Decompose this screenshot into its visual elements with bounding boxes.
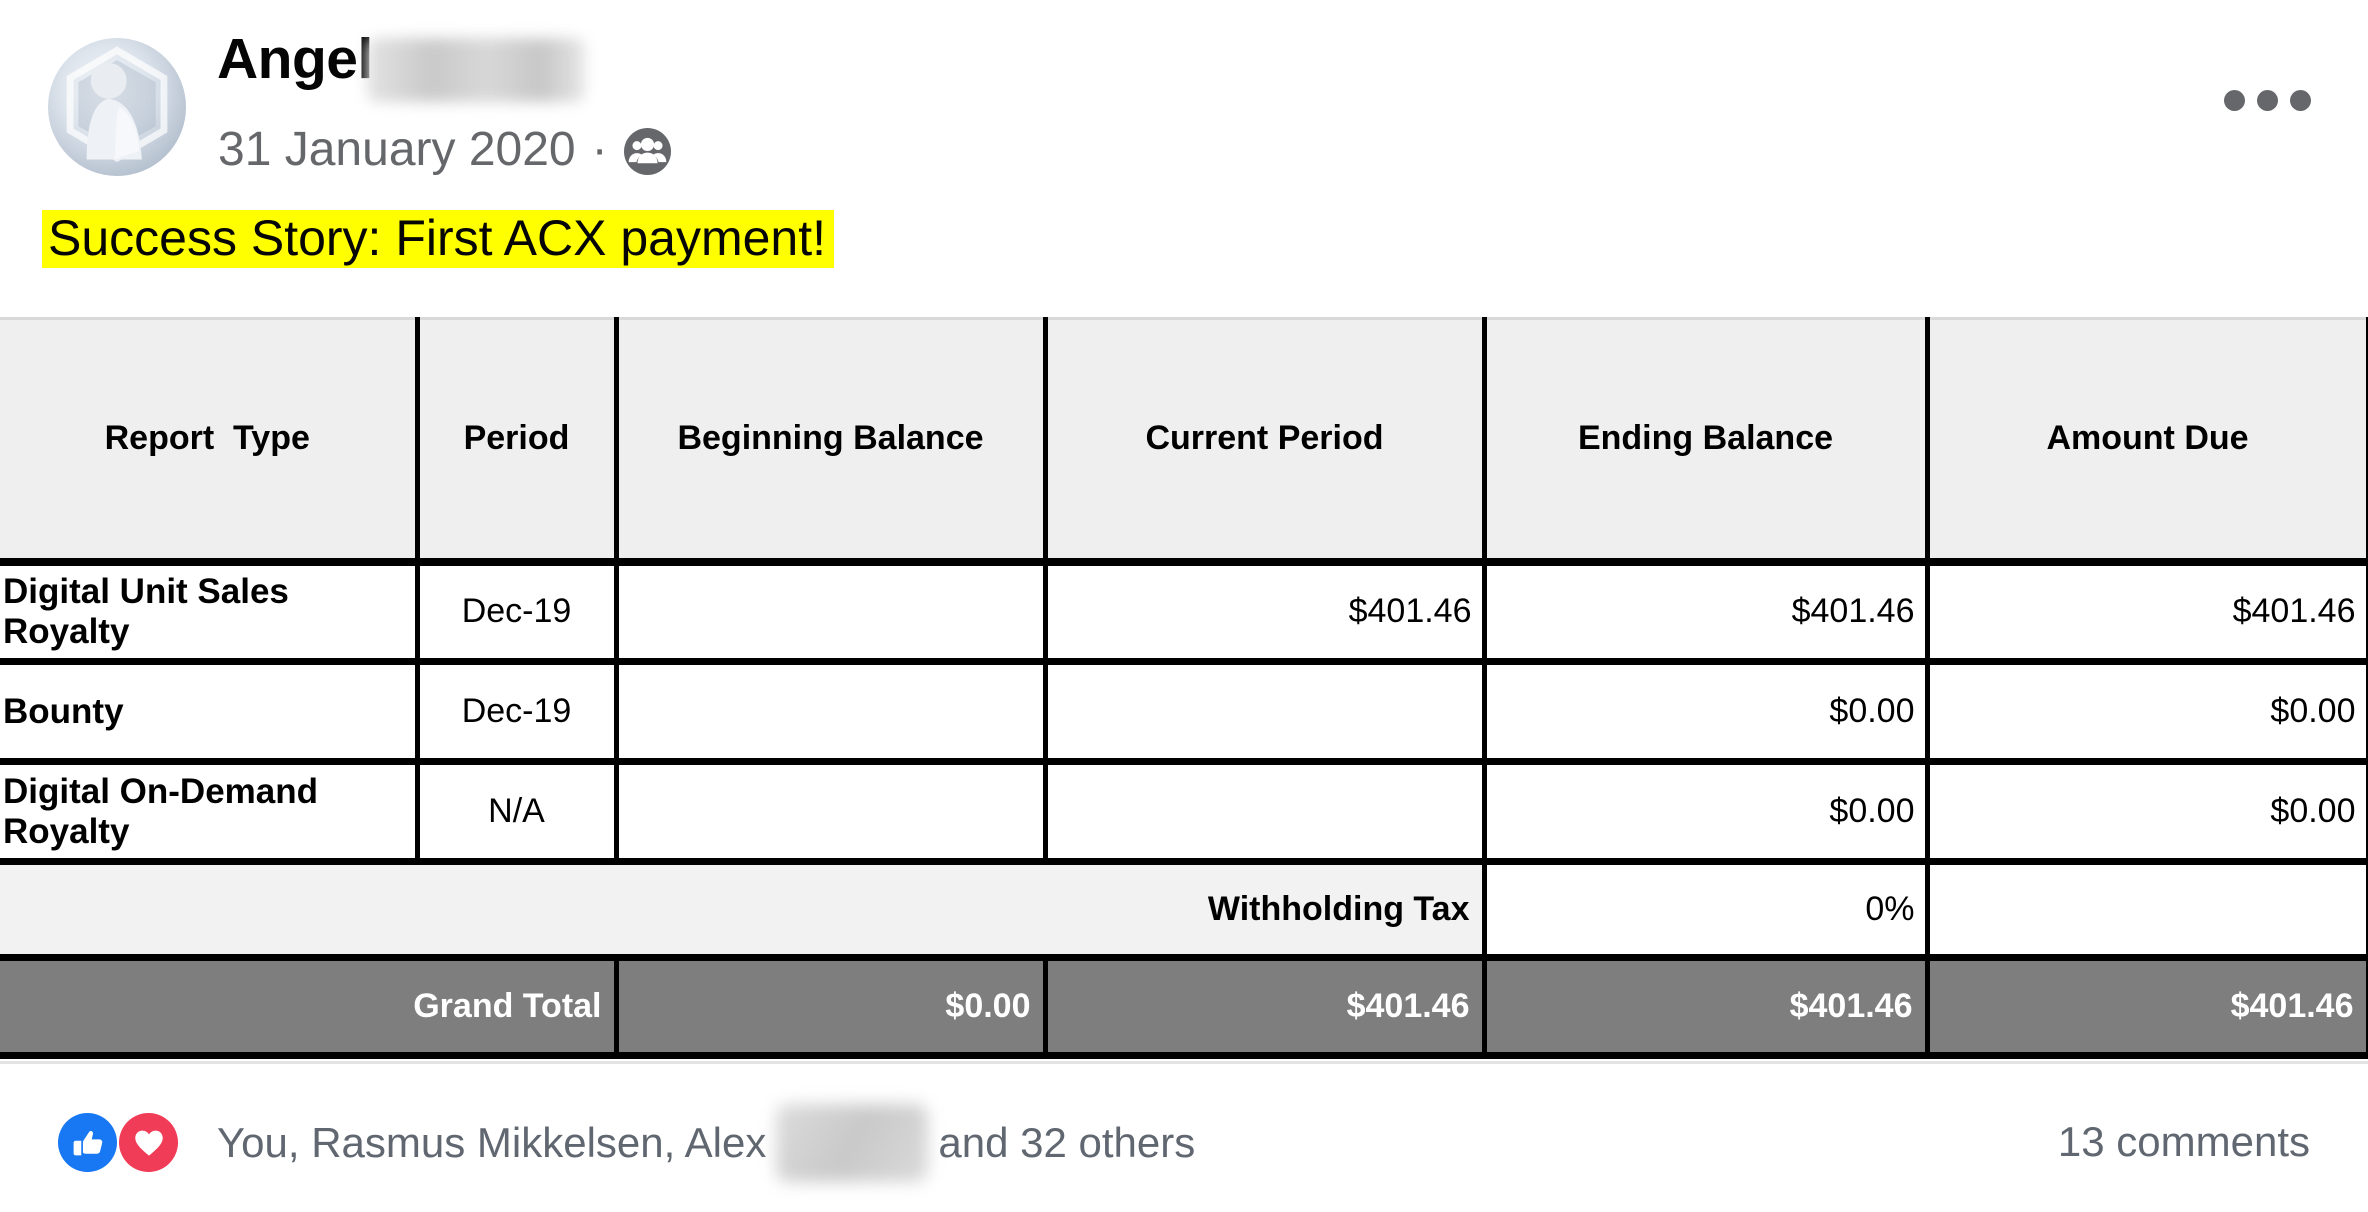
cell-amount-due: $0.00 (1927, 661, 2368, 765)
cell-ending-balance: $401.46 (1484, 561, 1930, 665)
ellipsis-icon (2290, 90, 2311, 111)
meta-separator: · (591, 122, 608, 176)
cell-period: Dec-19 (417, 661, 619, 765)
reaction-summary-suffix: and 32 others (938, 1119, 1196, 1166)
grand-total-row: Grand Total $0.00 $401.46 $401.46 $401.4… (0, 957, 2368, 1059)
love-icon[interactable] (119, 1113, 178, 1172)
table-row: Digital Unit Sales Royalty Dec-19 $401.4… (0, 561, 2368, 665)
ellipsis-icon (2224, 90, 2245, 111)
cell-amount-due: $0.00 (1927, 761, 2368, 865)
cell-period: N/A (417, 761, 619, 865)
cell-current-period (1045, 761, 1487, 865)
header-amount-due: Amount Due (1927, 317, 2368, 566)
header-beginning-balance: Beginning Balance (616, 317, 1048, 566)
withholding-tax-label: Withholding Tax (0, 861, 1487, 961)
cell-report-type: Bounty (0, 661, 420, 765)
ellipsis-icon (2257, 90, 2278, 111)
header-period: Period (417, 317, 619, 566)
cell-ending-balance: $0.00 (1484, 761, 1930, 865)
withholding-tax-amount-due (1927, 861, 2368, 961)
reaction-summary-prefix: You, Rasmus Mikkelsen, Alex (217, 1119, 767, 1166)
comment-count[interactable]: 13 comments (2057, 1118, 2310, 1165)
cell-report-type: Digital Unit Sales Royalty (0, 561, 420, 665)
cell-beginning-balance (616, 661, 1048, 765)
table-header-row: Report Type Period Beginning Balance Cur… (0, 317, 2368, 566)
table-row: Bounty Dec-19 $0.00 $0.00 (0, 661, 2368, 765)
header-report-type: Report Type (0, 317, 420, 566)
withholding-tax-value: 0% (1484, 861, 1930, 961)
post-meta[interactable]: 31 January 2020 · (218, 122, 671, 177)
header-ending-balance: Ending Balance (1484, 317, 1930, 566)
grand-total-amount-due: $401.46 (1927, 957, 2368, 1059)
avatar[interactable] (48, 38, 186, 176)
royalty-table-image: Report Type Period Beginning Balance Cur… (0, 317, 2368, 1064)
cell-period: Dec-19 (417, 561, 619, 665)
grand-total-current-period: $401.46 (1045, 957, 1487, 1059)
cell-current-period (1045, 661, 1487, 765)
redacted-name (776, 1104, 929, 1182)
table-bottom-shadow (0, 1061, 2368, 1064)
cell-beginning-balance (616, 561, 1048, 665)
grand-total-label: Grand Total (0, 957, 619, 1059)
friends-icon (623, 124, 671, 175)
cell-beginning-balance (616, 761, 1048, 865)
grand-total-ending-balance: $401.46 (1484, 957, 1930, 1059)
cell-ending-balance: $0.00 (1484, 661, 1930, 765)
royalty-table: Report Type Period Beginning Balance Cur… (0, 317, 2368, 1059)
reaction-summary[interactable]: You, Rasmus Mikkelsen, Alex and 32 other… (217, 1104, 1196, 1182)
highlighted-text: Success Story: First ACX payment! (42, 210, 835, 268)
post-menu-button[interactable] (2218, 84, 2317, 117)
grand-total-beginning-balance: $0.00 (616, 957, 1048, 1059)
redacted-last-name (367, 38, 585, 102)
post-message: Success Story: First ACX payment! (42, 206, 835, 270)
statue-profile-photo (66, 46, 168, 163)
cell-current-period: $401.46 (1045, 561, 1487, 665)
cell-report-type: Digital On-Demand Royalty (0, 761, 420, 865)
withholding-tax-row: Withholding Tax 0% (0, 861, 2368, 961)
post-date: 31 January 2020 (218, 123, 576, 176)
header-current-period: Current Period (1045, 317, 1487, 566)
cell-amount-due: $401.46 (1927, 561, 2368, 665)
reaction-icons[interactable] (58, 1113, 178, 1172)
author-name[interactable]: Angel (217, 27, 373, 91)
table-row: Digital On-Demand Royalty N/A $0.00 $0.0… (0, 761, 2368, 865)
like-icon[interactable] (58, 1113, 117, 1172)
